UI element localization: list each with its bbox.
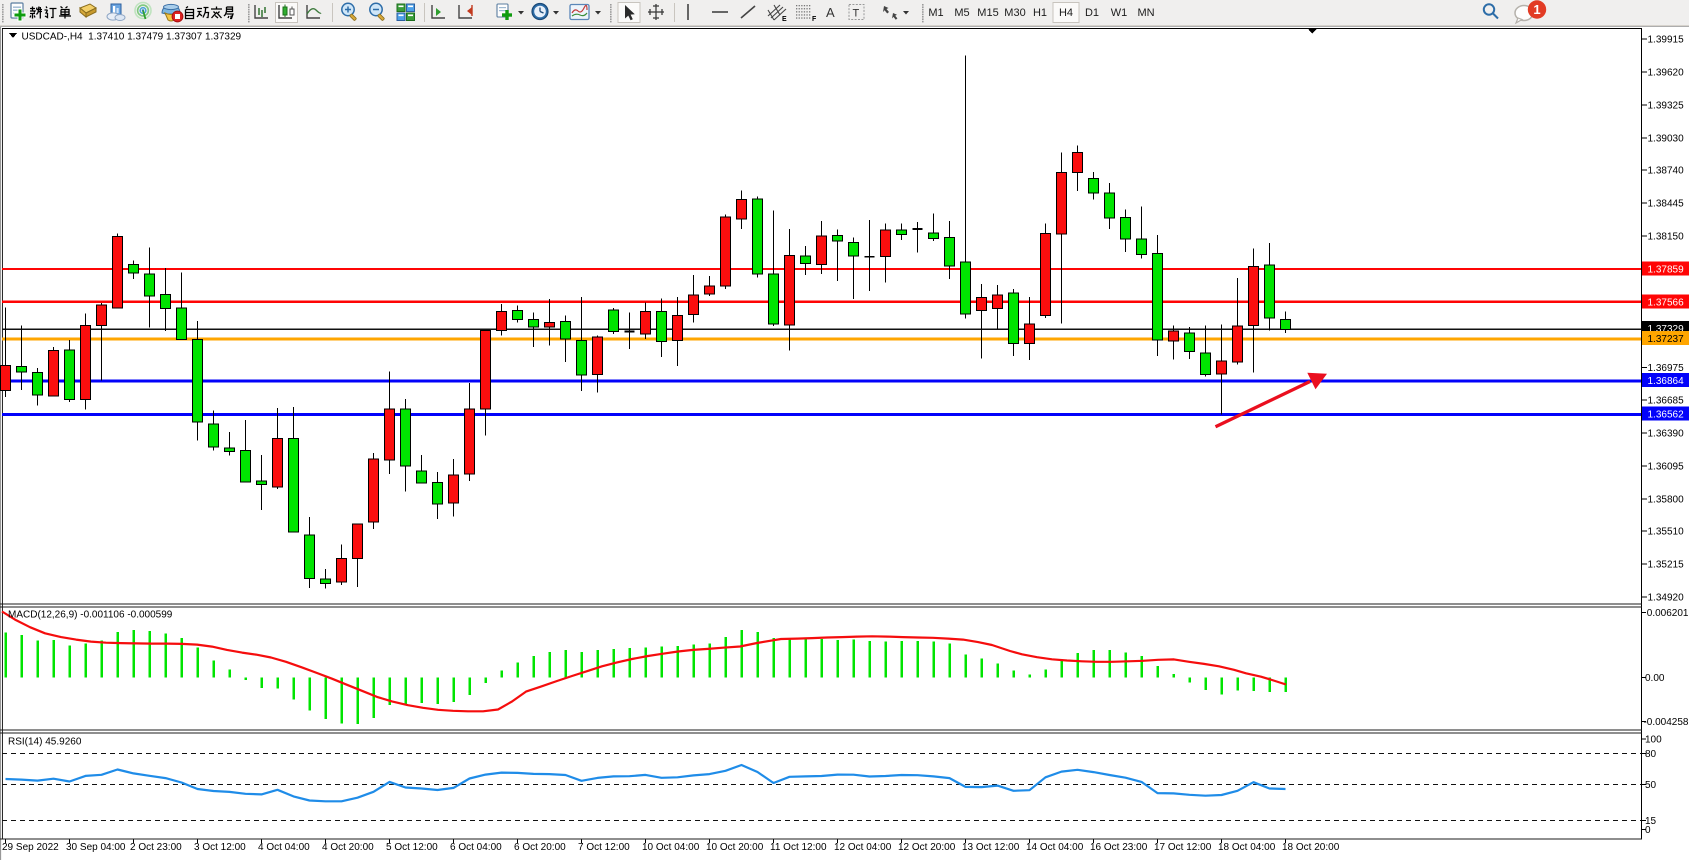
svg-text:A: A	[826, 5, 835, 20]
svg-text:0.006201: 0.006201	[1647, 608, 1689, 619]
svg-text:-0.004258: -0.004258	[1643, 717, 1688, 728]
svg-text:USDCAD-,H4 1.37410 1.37479 1.: USDCAD-,H4 1.37410 1.37479 1.37307 1.373…	[22, 32, 242, 43]
svg-text:16 Oct 23:00: 16 Oct 23:00	[1090, 842, 1148, 853]
svg-text:2 Oct 23:00: 2 Oct 23:00	[130, 842, 182, 853]
svg-text:1.39915: 1.39915	[1648, 34, 1685, 45]
svg-text:80: 80	[1645, 749, 1657, 760]
svg-text:6 Oct 20:00: 6 Oct 20:00	[514, 842, 566, 853]
svg-text:1.38740: 1.38740	[1648, 166, 1685, 177]
svg-text:1.36390: 1.36390	[1648, 428, 1685, 439]
svg-text:13 Oct 12:00: 13 Oct 12:00	[962, 842, 1020, 853]
svg-text:M5: M5	[954, 7, 969, 19]
svg-text:50: 50	[1645, 780, 1657, 791]
svg-text:12 Oct 04:00: 12 Oct 04:00	[834, 842, 892, 853]
svg-text:14 Oct 04:00: 14 Oct 04:00	[1026, 842, 1084, 853]
svg-text:18 Oct 04:00: 18 Oct 04:00	[1218, 842, 1276, 853]
svg-text:1.37329: 1.37329	[1648, 324, 1685, 335]
svg-text:0.00: 0.00	[1645, 673, 1665, 684]
svg-text:E: E	[782, 16, 787, 23]
svg-text:10 Oct 04:00: 10 Oct 04:00	[642, 842, 700, 853]
svg-text:1.36562: 1.36562	[1648, 410, 1685, 421]
svg-text:1.37859: 1.37859	[1648, 265, 1685, 276]
svg-text:H4: H4	[1059, 7, 1073, 19]
svg-text:1.36095: 1.36095	[1648, 461, 1685, 472]
svg-text:5 Oct 12:00: 5 Oct 12:00	[386, 842, 438, 853]
svg-text:M1: M1	[928, 7, 943, 19]
svg-text:0: 0	[1645, 825, 1651, 836]
svg-text:MACD(12,26,9) -0.001106 -0.000: MACD(12,26,9) -0.001106 -0.000599	[8, 610, 173, 621]
svg-text:1.38150: 1.38150	[1648, 232, 1685, 243]
svg-text:H1: H1	[1033, 7, 1047, 19]
svg-text:W1: W1	[1111, 7, 1128, 19]
svg-text:18 Oct 20:00: 18 Oct 20:00	[1282, 842, 1340, 853]
svg-text:1.34920: 1.34920	[1648, 593, 1685, 604]
svg-text:1.39325: 1.39325	[1648, 100, 1685, 111]
svg-text:1.37566: 1.37566	[1648, 297, 1685, 308]
svg-text:1.36975: 1.36975	[1648, 363, 1685, 374]
svg-text:4 Oct 20:00: 4 Oct 20:00	[322, 842, 374, 853]
svg-text:M30: M30	[1004, 7, 1025, 19]
svg-text:15: 15	[1645, 816, 1657, 827]
svg-text:M15: M15	[977, 7, 998, 19]
svg-text:1.38445: 1.38445	[1648, 199, 1685, 210]
svg-text:100: 100	[1645, 734, 1662, 745]
svg-text:1.36864: 1.36864	[1648, 376, 1685, 387]
svg-text:3 Oct 12:00: 3 Oct 12:00	[194, 842, 246, 853]
svg-text:1.35510: 1.35510	[1648, 527, 1685, 538]
svg-text:1.35215: 1.35215	[1648, 560, 1685, 571]
svg-text:1.37237: 1.37237	[1648, 334, 1685, 345]
svg-text:17 Oct 12:00: 17 Oct 12:00	[1154, 842, 1212, 853]
svg-text:10 Oct 20:00: 10 Oct 20:00	[706, 842, 764, 853]
svg-text:F: F	[812, 16, 817, 23]
svg-text:4 Oct 04:00: 4 Oct 04:00	[258, 842, 310, 853]
svg-text:30 Sep 04:00: 30 Sep 04:00	[66, 842, 126, 853]
svg-text:MN: MN	[1137, 7, 1154, 19]
svg-text:D1: D1	[1085, 7, 1099, 19]
svg-text:1.36685: 1.36685	[1648, 395, 1685, 406]
svg-text:1.35800: 1.35800	[1648, 494, 1685, 505]
svg-text:7 Oct 12:00: 7 Oct 12:00	[578, 842, 630, 853]
svg-text:6 Oct 04:00: 6 Oct 04:00	[450, 842, 502, 853]
svg-text:11 Oct 12:00: 11 Oct 12:00	[770, 842, 827, 853]
svg-text:1.39620: 1.39620	[1648, 67, 1685, 78]
svg-text:12 Oct 20:00: 12 Oct 20:00	[898, 842, 956, 853]
svg-text:T: T	[853, 8, 860, 20]
svg-text:29 Sep 2022: 29 Sep 2022	[2, 842, 59, 853]
svg-text:1.39030: 1.39030	[1648, 133, 1685, 144]
svg-text:1: 1	[1533, 2, 1540, 17]
svg-text:RSI(14) 45.9260: RSI(14) 45.9260	[8, 737, 82, 748]
